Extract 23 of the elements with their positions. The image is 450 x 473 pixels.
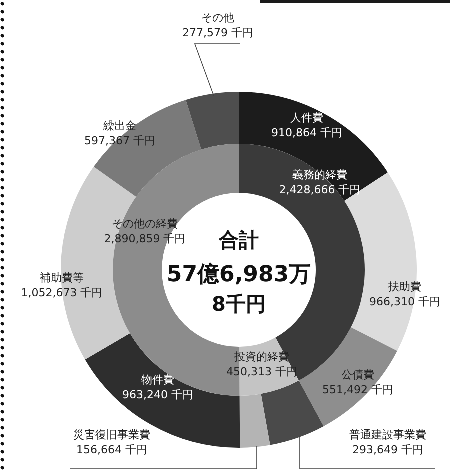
slice-label: 公債費 (342, 368, 374, 382)
slice-label: 普通建設事業費 (350, 428, 426, 442)
text: 8千円 (212, 292, 266, 316)
slice-label: 扶助費 (388, 280, 422, 294)
data-label: 966,310 千円 (370, 295, 440, 308)
slice-label: 災害復旧事業費 (74, 428, 150, 442)
data-label: 1,052,673 千円 (21, 286, 103, 300)
slice-label: 人件費 (290, 111, 324, 124)
data-label: 293,649 千円 (352, 443, 424, 456)
slice-label: 物件費 (142, 373, 174, 386)
slice-label: その他の経費 (112, 217, 178, 230)
slice-label: 繰出金 (102, 119, 136, 132)
slice-label: 補助費等 (40, 271, 84, 284)
data-label: 910,864 千円 (272, 126, 342, 140)
data-label: 551,492 千円 (322, 383, 394, 396)
text: 57億6,983万 (166, 262, 312, 288)
data-label: 277,579 千円 (182, 26, 254, 40)
data-label: 963,240 千円 (122, 388, 194, 402)
data-label: 2,428,666 千円 (279, 183, 361, 196)
slice-label: 義務的経費 (292, 168, 348, 182)
data-label: 156,664 千円 (76, 443, 148, 456)
slice-label: その他 (202, 11, 234, 24)
text: 合計 (218, 228, 259, 252)
